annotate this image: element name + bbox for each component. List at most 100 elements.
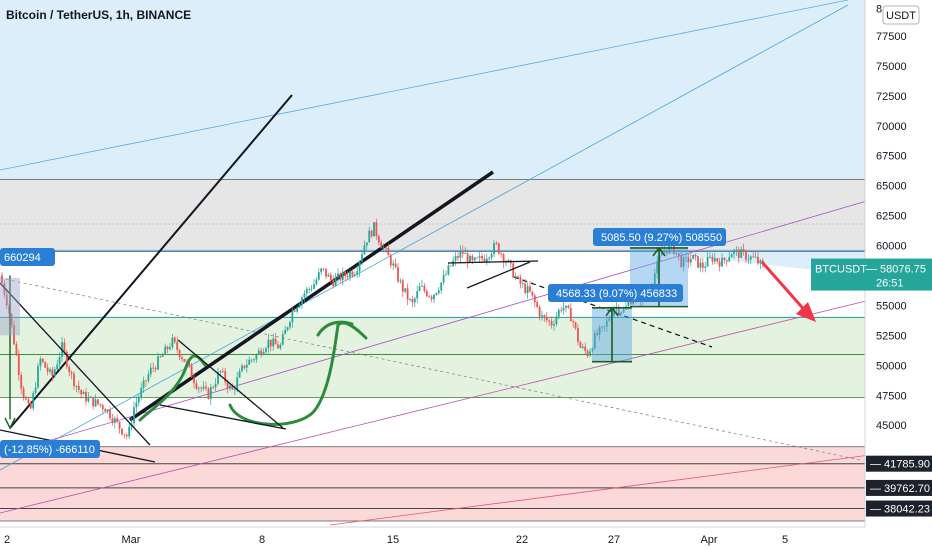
candle-body	[181, 357, 183, 360]
time-axis-bg	[0, 527, 932, 550]
candle-body	[166, 346, 169, 350]
x-tick-label: 2	[4, 534, 10, 546]
measure-label-1[interactable]: 4568.33 (9.07%) 456833	[548, 284, 683, 302]
candle-body	[740, 249, 743, 258]
candle-body	[464, 253, 467, 254]
candle-body	[289, 322, 291, 328]
candle-body	[145, 380, 147, 382]
candle-body	[111, 418, 114, 423]
candle-body	[58, 357, 61, 365]
candle-body	[665, 250, 668, 254]
measure-bracket-1-arrowhead	[605, 306, 619, 317]
candle-body	[617, 306, 620, 314]
y-tick-label: 55000	[876, 300, 907, 312]
candle-body	[298, 304, 301, 308]
candle-body	[716, 258, 719, 262]
grey-dashed-line	[0, 277, 861, 461]
measure-label-3[interactable]: (-12.85%) -666110	[0, 440, 100, 458]
candle-body	[253, 359, 255, 361]
measure-label-0[interactable]: 5085.50 (9.27%) 508550	[593, 228, 726, 246]
currency-button[interactable]: USDT	[882, 5, 920, 25]
candle-body	[392, 263, 395, 266]
candle-body	[53, 369, 56, 377]
measure-label-bg-2	[0, 248, 55, 266]
measure-label-bg-1	[548, 284, 683, 302]
measure-label-2[interactable]: 660294	[0, 248, 55, 266]
candle-body	[425, 290, 428, 296]
measure-label-bg-0	[593, 228, 726, 246]
drawing-layer: 5085.50 (9.27%) 508550 4568.33 (9.07%) 45…	[0, 228, 816, 463]
candle-body	[173, 337, 176, 342]
candle-body	[562, 307, 565, 311]
candle-body	[269, 339, 272, 347]
candle-body	[577, 328, 579, 343]
x-tick-label: 5	[782, 534, 788, 546]
candle-body	[265, 348, 267, 352]
price-tag-1[interactable]: — 39762.70	[866, 479, 932, 496]
price-tag-2[interactable]: — 38042.23	[866, 500, 932, 517]
candle-body	[752, 256, 755, 258]
candle-body	[668, 244, 671, 254]
candle-body	[75, 385, 78, 387]
candle-body	[317, 272, 320, 280]
purple-lower-line	[0, 299, 871, 514]
candle-body	[375, 222, 378, 236]
candle-body	[745, 251, 747, 260]
candle-body	[572, 321, 575, 323]
candle-body	[303, 293, 306, 298]
candle-body	[118, 421, 121, 429]
candle-body	[394, 263, 397, 268]
candle-body	[461, 250, 464, 254]
candle-body	[370, 230, 373, 237]
candle-body	[310, 288, 313, 290]
candle-body	[351, 271, 354, 276]
y-tick-label: 70000	[876, 121, 907, 133]
candle-body	[128, 426, 131, 437]
candle-body	[226, 381, 229, 389]
red-arrow-shaft	[760, 261, 810, 315]
candle-body	[274, 338, 277, 345]
y-tick-label: 77500	[876, 31, 907, 43]
candle-body	[85, 391, 87, 402]
candle-body	[442, 274, 445, 283]
candle-body	[373, 222, 375, 237]
candle-body	[387, 247, 390, 256]
candle-body	[183, 359, 186, 362]
pattern-line-3	[159, 404, 287, 430]
candle-body	[382, 247, 385, 249]
candle-body	[579, 342, 582, 348]
candle-body	[255, 354, 258, 360]
candle-body	[473, 257, 476, 261]
candle-body	[87, 397, 90, 402]
candle-body	[584, 346, 587, 351]
candle-body	[389, 255, 392, 266]
support-zone	[0, 317, 865, 398]
candle-body	[413, 298, 416, 303]
candle-body	[221, 371, 224, 372]
price-tag-0[interactable]: — 41785.90	[866, 455, 932, 472]
y-tick-label: 62500	[876, 211, 907, 223]
candle-body	[193, 377, 195, 384]
candle-layer	[1, 218, 764, 440]
candle-body	[421, 285, 423, 287]
candle-body	[476, 257, 479, 259]
candle-body	[567, 305, 570, 308]
candle-body	[279, 344, 282, 349]
candle-body	[723, 257, 726, 261]
candle-body	[260, 350, 263, 355]
candle-body	[97, 399, 99, 405]
candle-body	[17, 355, 20, 375]
candle-body	[46, 367, 49, 372]
last-price-value: — 58076.75	[866, 264, 926, 276]
candle-body	[39, 358, 42, 366]
candle-body	[349, 271, 351, 278]
candle-body	[377, 235, 380, 243]
last-price-tag[interactable]: BTCUSDT — 58076.75 26:51	[811, 258, 932, 291]
candle-body	[502, 254, 505, 263]
candle-body	[449, 265, 452, 267]
candle-body	[65, 351, 68, 367]
candle-body	[51, 369, 54, 377]
candle-body	[137, 397, 140, 403]
candle-body	[622, 309, 625, 313]
